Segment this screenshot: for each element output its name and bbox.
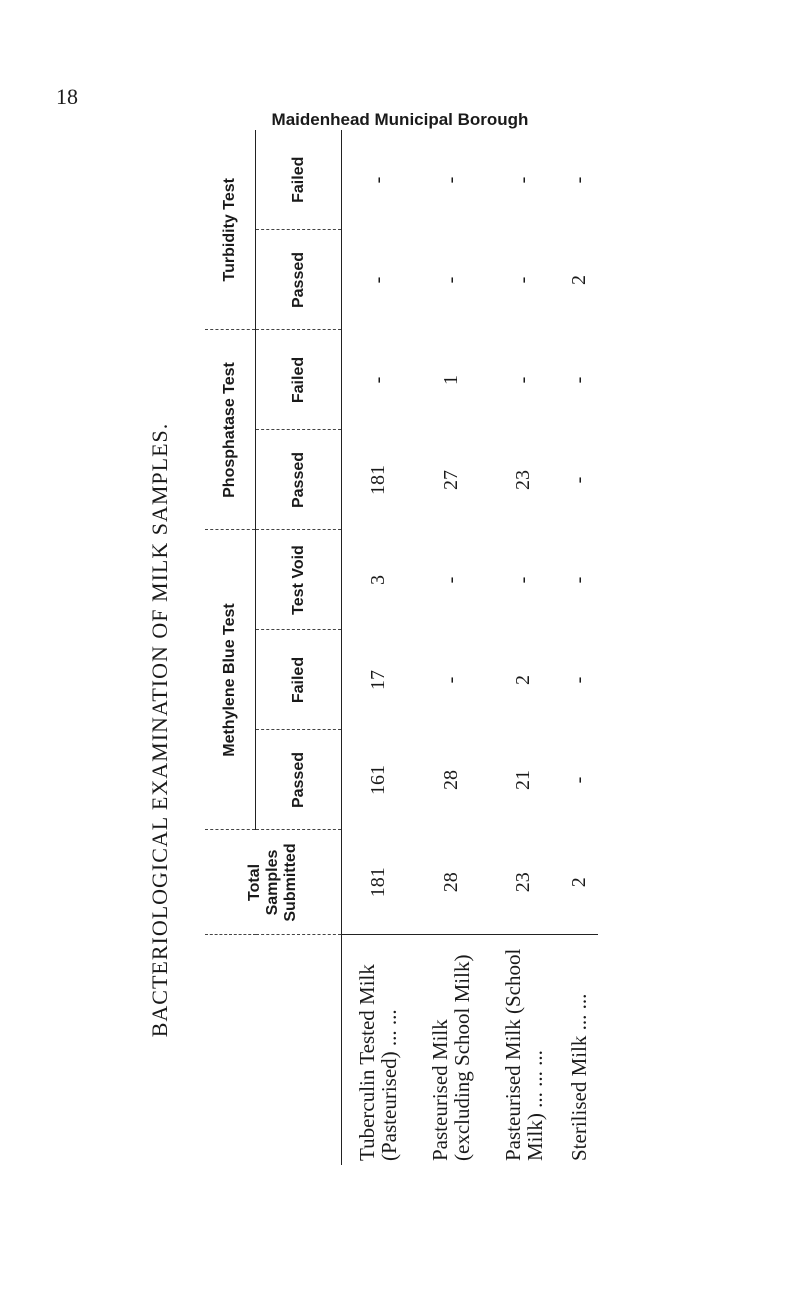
row-label: Pasteurised Milk (excluding School Milk)	[428, 954, 475, 1161]
header-mb-void: Test Void	[255, 529, 342, 630]
cell-ph-passed: 27	[439, 469, 462, 490]
cell-mb-passed: -	[567, 776, 590, 784]
cell-tu-passed: -	[439, 276, 462, 284]
milk-samples-table-rotated: Total Samples Submitted Methylene Blue T…	[205, 129, 598, 1165]
cell-ph-failed: -	[567, 376, 590, 384]
table-row: Pasteurised Milk (School Milk) ... ... .…	[487, 130, 561, 1165]
cell-mb-void: -	[439, 576, 462, 584]
cell-mb-failed: 2	[512, 675, 535, 685]
cell-mb-passed: 28	[439, 770, 462, 790]
cell-ph-passed: 23	[512, 469, 535, 490]
cell-total: 181	[341, 830, 415, 935]
cell-ph-passed: 181	[366, 464, 389, 495]
milk-samples-table: Total Samples Submitted Methylene Blue T…	[205, 129, 598, 1165]
row-label: Sterilised Milk ... ...	[567, 993, 592, 1161]
cell-mb-failed: -	[439, 676, 462, 684]
cell-mb-passed: 21	[512, 770, 535, 790]
cell-ph-failed: 1	[439, 374, 462, 385]
cell-mb-passed: 161	[366, 765, 389, 795]
cell-ph-failed: -	[366, 376, 389, 384]
cell-mb-void: -	[567, 576, 590, 584]
header-mb-passed: Passed	[255, 730, 342, 830]
header-total: Total Samples Submitted	[205, 830, 342, 935]
cell-mb-void: 3	[366, 575, 389, 585]
header-methylene-blue: Methylene Blue Test	[205, 529, 256, 830]
cell-ph-failed: -	[512, 376, 535, 384]
cell-tu-failed: -	[567, 176, 590, 184]
row-label: Pasteurised Milk (School Milk) ... ... .…	[500, 948, 547, 1161]
header-tu-passed: Passed	[255, 229, 342, 330]
cell-total: 2	[560, 830, 598, 935]
table-row: Pasteurised Milk (excluding School Milk)…	[414, 130, 488, 1165]
cell-mb-failed: 17	[366, 670, 389, 690]
page-title: Maidenhead Municipal Borough	[271, 110, 529, 129]
cell-tu-failed: -	[439, 176, 462, 184]
cell-total: 23	[487, 830, 561, 935]
cell-ph-passed: -	[567, 476, 590, 484]
header-ph-passed: Passed	[255, 429, 342, 530]
cell-tu-failed: -	[366, 176, 389, 184]
header-ph-failed: Failed	[255, 329, 342, 430]
table-row: Tuberculin Tested Milk (Pasteurised) ...…	[341, 130, 415, 1165]
header-mb-failed: Failed	[255, 630, 342, 730]
header-tu-failed: Failed	[255, 129, 342, 230]
side-heading: BACTERIOLOGICAL EXAMINATION OF MILK SAMP…	[147, 422, 172, 1038]
cell-tu-passed: -	[512, 276, 535, 284]
page-number: 18	[56, 84, 78, 109]
cell-mb-failed: -	[567, 676, 590, 684]
cell-total: 28	[414, 830, 488, 935]
table-row: Sterilised Milk ... ... 2 - - - - - 2 -	[560, 130, 598, 1165]
row-label: Tuberculin Tested Milk (Pasteurised) ...…	[355, 964, 402, 1161]
cell-mb-void: -	[512, 576, 535, 584]
cell-tu-failed: -	[512, 176, 535, 184]
header-phosphatase: Phosphatase Test	[205, 329, 256, 530]
header-turbidity: Turbidity Test	[205, 129, 256, 330]
cell-tu-passed: 2	[567, 274, 590, 285]
label-header	[205, 935, 342, 1165]
cell-tu-passed: -	[366, 276, 389, 284]
